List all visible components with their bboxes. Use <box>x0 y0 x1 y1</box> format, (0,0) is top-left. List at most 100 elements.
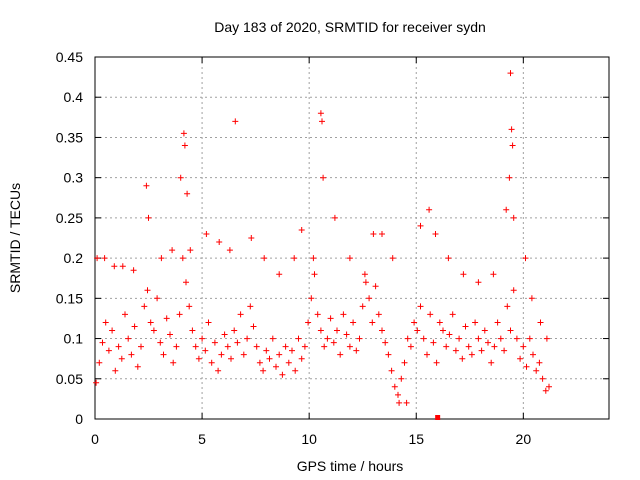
x-tick-label: 20 <box>516 431 532 447</box>
data-point <box>372 283 379 290</box>
y-tick-label: 0.3 <box>64 170 84 186</box>
data-point <box>361 271 368 278</box>
data-point <box>346 343 353 350</box>
data-point <box>321 343 328 350</box>
y-tick-label: 0.1 <box>64 331 84 347</box>
data-point <box>134 363 141 370</box>
y-axis-label: SRMTID / TECUs <box>7 183 23 293</box>
data-point <box>115 343 122 350</box>
data-point <box>253 343 260 350</box>
data-point <box>169 247 176 254</box>
data-point <box>224 343 231 350</box>
data-point <box>513 335 520 342</box>
y-tick-label: 0.25 <box>56 210 83 226</box>
data-point <box>256 359 263 366</box>
data-point <box>118 355 125 362</box>
data-point <box>119 263 126 270</box>
data-point <box>99 339 106 346</box>
data-point <box>237 311 244 318</box>
data-point <box>138 343 144 350</box>
data-point <box>180 130 187 137</box>
data-point <box>181 142 188 149</box>
data-point <box>391 383 398 390</box>
x-axis-label: GPS time / hours <box>297 458 404 474</box>
data-point <box>187 247 194 254</box>
data-point <box>147 319 154 326</box>
data-point <box>510 214 517 221</box>
data-point <box>310 255 317 262</box>
data-point <box>160 351 167 358</box>
data-point <box>301 343 308 350</box>
data-point <box>509 142 516 149</box>
data-point <box>240 351 247 358</box>
data-point <box>382 339 389 346</box>
data-point <box>452 347 459 354</box>
data-point <box>93 379 100 386</box>
data-point <box>346 255 353 262</box>
data-point <box>279 371 286 378</box>
data-point <box>192 343 199 350</box>
data-point <box>468 351 475 358</box>
data-point <box>144 287 151 294</box>
data-point <box>370 231 377 237</box>
data-point <box>504 303 511 310</box>
data-point <box>320 174 327 181</box>
data-point <box>426 206 433 213</box>
data-point <box>202 347 209 354</box>
data-point <box>314 311 321 318</box>
data-point <box>475 279 482 286</box>
data-point <box>433 359 440 366</box>
data-point <box>167 331 173 338</box>
data-point <box>234 339 241 346</box>
data-point <box>395 391 401 398</box>
y-tick-label: 0.15 <box>56 290 83 306</box>
data-point <box>158 255 165 262</box>
data-point <box>478 347 485 354</box>
y-tick-labels: 0 0.05 0.1 0.15 0.2 0.25 0.3 0.35 0.4 0.45 <box>56 49 83 427</box>
data-point <box>427 311 434 318</box>
data-point <box>385 351 392 358</box>
data-point <box>105 347 112 354</box>
data-point <box>173 343 180 350</box>
data-point <box>417 222 424 229</box>
data-point <box>195 355 202 362</box>
data-point <box>508 126 515 133</box>
data-point <box>359 303 366 310</box>
data-point <box>141 303 148 310</box>
data-point <box>465 343 472 350</box>
data-point <box>131 323 138 330</box>
data-point <box>266 355 273 362</box>
data-point <box>507 70 514 77</box>
data-point <box>327 315 334 322</box>
data-point <box>298 227 305 233</box>
chart-title: Day 183 of 2020, SRMTID for receiver syd… <box>214 19 486 35</box>
data-point <box>520 343 527 350</box>
data-point <box>145 214 152 221</box>
data-point <box>417 303 424 310</box>
data-point <box>269 335 276 342</box>
data-point <box>112 367 119 374</box>
data-point <box>523 363 530 370</box>
data-point <box>248 235 255 241</box>
data-point <box>143 182 150 189</box>
data-point <box>398 375 405 382</box>
data-point <box>122 311 128 318</box>
data-point <box>340 311 347 318</box>
data-point <box>250 323 257 330</box>
y-tick-label: 0.2 <box>64 250 84 266</box>
data-point <box>291 255 298 262</box>
data-point <box>215 367 222 374</box>
data-point <box>475 335 482 342</box>
data-point <box>226 247 233 254</box>
data-point <box>211 339 218 346</box>
data-point <box>203 231 210 237</box>
data-point <box>334 327 340 334</box>
data-point <box>407 343 414 350</box>
data-point <box>292 367 299 374</box>
data-point <box>369 319 376 326</box>
data-point <box>154 295 161 302</box>
data-point <box>404 335 411 342</box>
data-point <box>375 311 382 318</box>
data-point <box>170 359 177 366</box>
data-point <box>244 335 251 342</box>
